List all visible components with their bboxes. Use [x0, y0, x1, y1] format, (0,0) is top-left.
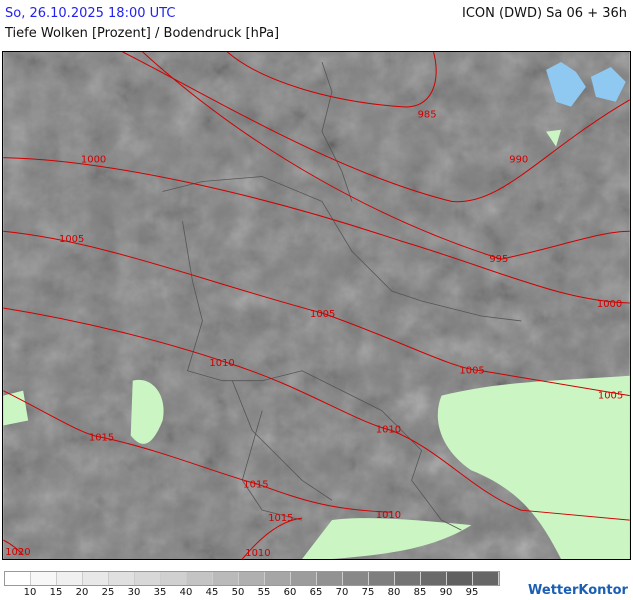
isobar-label: 1000	[81, 155, 106, 166]
isobar-label: 990	[509, 155, 528, 166]
weather-map: 985 990 995 1000 1000 1005 1005 1005 100…	[2, 51, 631, 560]
legend-label: 20	[75, 587, 89, 598]
legend-swatch	[369, 572, 395, 585]
isobar-label: 1015	[243, 479, 268, 490]
isobar-label: 1005	[59, 234, 84, 245]
legend-swatch	[239, 572, 265, 585]
isobar-label: 1005	[598, 391, 623, 402]
legend-swatch	[265, 572, 291, 585]
legend-label: 65	[309, 587, 323, 598]
clear-areas	[3, 129, 630, 559]
isobar-label: 995	[489, 254, 508, 265]
legend-label: 85	[413, 587, 427, 598]
legend-label: 75	[361, 587, 375, 598]
legend-swatch	[135, 572, 161, 585]
legend-swatch	[317, 572, 343, 585]
color-scale	[4, 571, 500, 586]
isobar-label: 1010	[245, 548, 270, 559]
legend-label: 40	[179, 587, 193, 598]
legend-swatch	[291, 572, 317, 585]
legend-label: 35	[153, 587, 167, 598]
legend-swatch	[343, 572, 369, 585]
legend-swatch	[5, 572, 31, 585]
map-title: Tiefe Wolken [Prozent] / Bodendruck [hPa…	[5, 26, 280, 41]
legend-swatch	[83, 572, 109, 585]
legend-label: 95	[465, 587, 479, 598]
legend-label: 15	[49, 587, 63, 598]
legend-label: 45	[205, 587, 219, 598]
valid-time: So, 26.10.2025 18:00 UTC	[5, 6, 176, 21]
isobar-label: 1020	[5, 547, 30, 558]
model-run: ICON (DWD) Sa 06 + 36h	[462, 6, 627, 21]
legend-swatch	[421, 572, 447, 585]
legend-label: 60	[283, 587, 297, 598]
isobar-label: 1005	[310, 309, 335, 320]
legend-swatch	[447, 572, 473, 585]
legend-label: 25	[101, 587, 115, 598]
isobar-label: 1010	[376, 510, 401, 521]
isobar-label: 1015	[89, 432, 114, 443]
legend-swatch	[57, 572, 83, 585]
lakes	[546, 61, 626, 107]
legend-swatch	[109, 572, 135, 585]
isobar-label: 1015	[268, 513, 293, 524]
isobar-label: 1000	[597, 299, 622, 310]
isobar-label: 1010	[209, 358, 234, 369]
legend-label: 80	[387, 587, 401, 598]
borders	[162, 61, 522, 531]
isobars	[3, 52, 630, 559]
legend-label: 30	[127, 587, 141, 598]
isobar-labels: 985 990 995 1000 1000 1005 1005 1005 100…	[5, 110, 623, 559]
legend-label: 50	[231, 587, 245, 598]
isobar-label: 985	[418, 110, 437, 121]
legend-swatch	[187, 572, 213, 585]
legend-label: 10	[23, 587, 37, 598]
legend-swatch	[395, 572, 421, 585]
legend-label: 70	[335, 587, 349, 598]
legend-label: 55	[257, 587, 271, 598]
legend-swatch	[213, 572, 239, 585]
isobar-label: 1010	[376, 424, 401, 435]
legend-swatch	[31, 572, 57, 585]
isobar-label: 1005	[459, 366, 484, 377]
legend-swatch	[473, 572, 499, 585]
wetterkontor-logo: WetterKontor	[528, 583, 628, 598]
legend-label: 90	[439, 587, 453, 598]
legend-swatch	[161, 572, 187, 585]
